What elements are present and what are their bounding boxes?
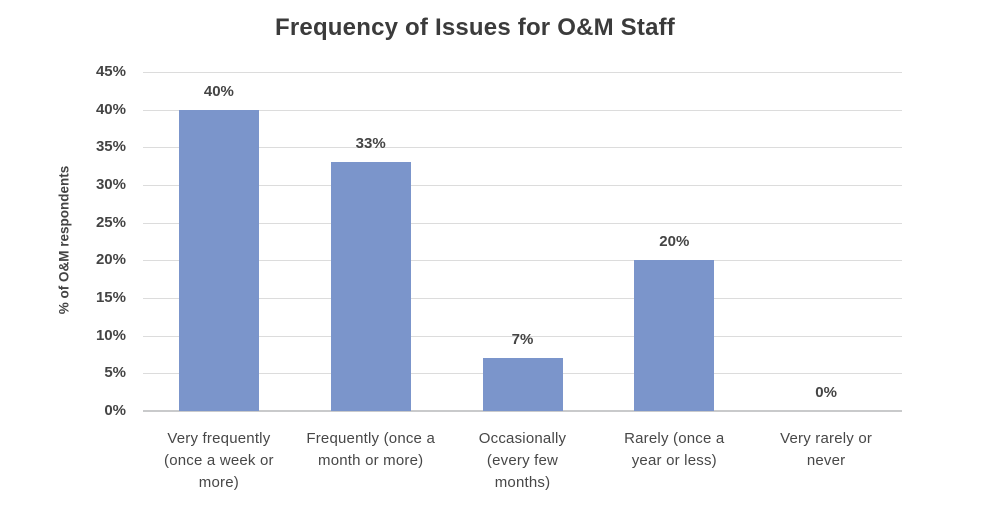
gridline: [143, 147, 902, 149]
y-tick-label: 30%: [95, 176, 126, 193]
bar-value-label: 20%: [659, 233, 690, 251]
gridline: [143, 335, 902, 337]
bar: [634, 260, 715, 411]
gridline: [143, 72, 902, 73]
bar-value-label: 40%: [203, 82, 234, 100]
y-tick-label: 35%: [95, 138, 126, 156]
x-category-label: Very rarely or never: [780, 430, 873, 469]
y-tick-label: 0%: [104, 402, 126, 419]
x-category-label: Very frequently (once a week or more): [164, 430, 274, 491]
y-tick-label: 5%: [104, 364, 126, 382]
gridline: [143, 298, 902, 299]
bar: [482, 358, 563, 411]
chart-title: Frequency of Issues for O&M Staff: [275, 14, 675, 41]
gridline: [143, 185, 902, 186]
bar: [178, 109, 259, 411]
x-category-label: Rarely (once a year or less): [624, 430, 725, 469]
y-tick-label: 25%: [95, 213, 126, 231]
bar: [330, 162, 411, 411]
x-category-label: Frequently (once a month or more): [306, 430, 436, 469]
x-axis-line: [143, 410, 902, 412]
y-tick-label: 40%: [95, 100, 126, 118]
bar-value-label: 33%: [355, 135, 386, 153]
gridline: [143, 260, 902, 262]
y-tick-label: 10%: [95, 326, 126, 344]
gridline: [143, 109, 902, 111]
y-tick-label: 15%: [95, 289, 126, 306]
gridline: [143, 222, 902, 224]
bar-value-label: 0%: [815, 384, 837, 401]
y-tick-label: 20%: [95, 251, 126, 269]
y-tick-label: 45%: [95, 63, 126, 80]
x-category-label: Occasionally (every few months): [478, 430, 567, 491]
bar-value-label: 7%: [511, 331, 534, 349]
